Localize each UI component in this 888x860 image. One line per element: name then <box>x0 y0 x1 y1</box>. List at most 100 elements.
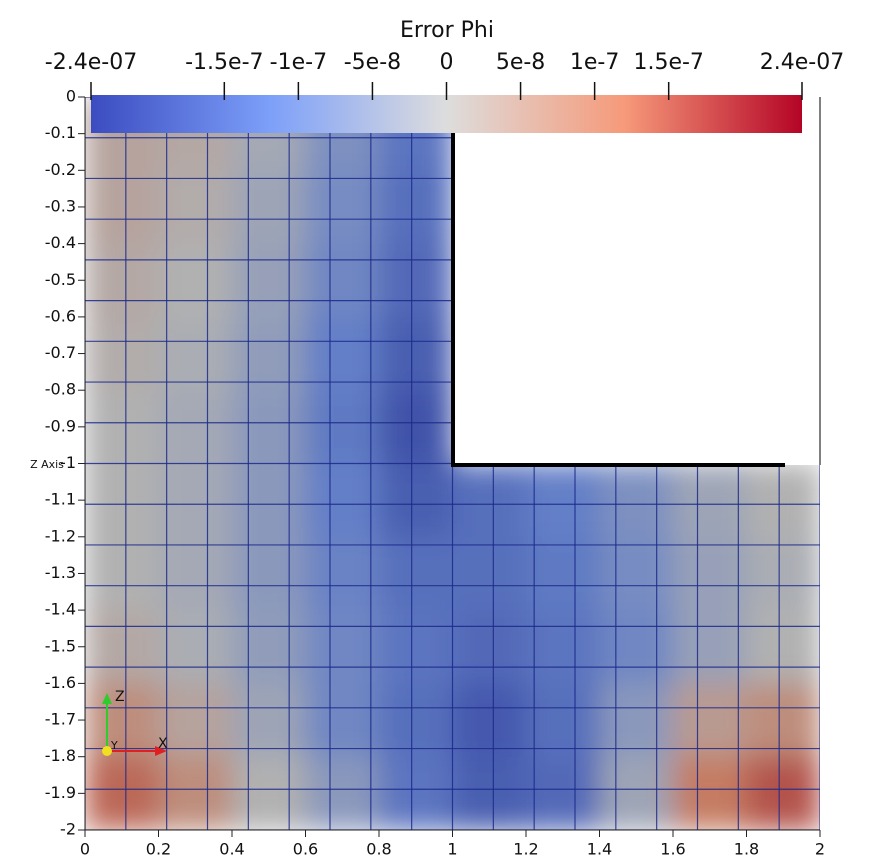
cell <box>379 536 453 611</box>
cell <box>452 756 527 830</box>
cell <box>305 390 380 464</box>
cell <box>85 756 159 830</box>
cell <box>85 536 159 611</box>
z-arrowhead <box>102 693 112 704</box>
colorbar-tick-label: 1e-7 <box>570 50 619 75</box>
cell <box>158 536 233 611</box>
cell <box>85 170 159 245</box>
cell <box>746 463 820 538</box>
cell <box>305 463 380 538</box>
cell <box>305 683 380 758</box>
cell <box>599 683 674 758</box>
y-tick-label: -1.5 <box>45 636 76 655</box>
colorbar-tick-label: 5e-8 <box>496 50 545 75</box>
x-arrowhead <box>155 746 167 756</box>
cell <box>232 243 306 318</box>
cell <box>85 243 159 318</box>
cell <box>232 756 306 830</box>
axes: Z Axis 0 -0.1 -0.2 -0.3 -0.4 -0.5 -0.6 -0.7 -0.8… <box>30 87 825 859</box>
cell <box>746 756 820 830</box>
cell <box>526 610 600 684</box>
cell <box>379 610 453 684</box>
cell <box>232 683 306 758</box>
cell <box>85 316 159 391</box>
x-tick-label: 0.8 <box>366 840 391 859</box>
y-axis-dot <box>102 746 112 756</box>
orientation-label: Y <box>110 739 118 752</box>
y-tick-label: -1.6 <box>45 673 76 692</box>
y-tick-label: -1.8 <box>45 746 76 765</box>
cell <box>746 610 820 684</box>
cell <box>85 463 159 538</box>
cell <box>452 683 527 758</box>
cell <box>158 390 233 464</box>
cell <box>673 536 747 611</box>
cell <box>232 316 306 391</box>
y-tick-label: -0.3 <box>45 196 76 215</box>
cell <box>232 463 306 538</box>
y-tick-label: -1.1 <box>45 490 76 509</box>
cell <box>526 463 600 538</box>
colorbar-ramp <box>91 95 802 133</box>
y-tick-label: -1.9 <box>45 783 76 802</box>
cell <box>158 170 233 245</box>
cell <box>599 756 674 830</box>
field <box>85 97 820 830</box>
y-tick-label: 0 <box>66 87 76 106</box>
colorbar-tick-label: 1.5e-7 <box>633 50 703 75</box>
colorbar-tick-label: 2.4e-07 <box>760 50 844 75</box>
cell <box>673 463 747 538</box>
cell <box>232 610 306 684</box>
cell <box>379 390 453 464</box>
y-tick-label: -0.2 <box>45 160 76 179</box>
y-tick-label: -0.9 <box>45 416 76 435</box>
cell <box>599 536 674 611</box>
cell <box>232 536 306 611</box>
x-tick-label: 1.8 <box>734 840 759 859</box>
colorbar-tick-label: -5e-8 <box>344 50 401 75</box>
colorbar-tick-label: -1.5e-7 <box>185 50 263 75</box>
y-tick-label: -0.5 <box>45 270 76 289</box>
colorbar-tick-label: 0 <box>440 50 454 75</box>
y-tick-label: -1.3 <box>45 563 76 582</box>
cell <box>158 463 233 538</box>
y-tick-label: -1 <box>60 453 76 472</box>
colorbar-title: Error Phi <box>400 18 494 43</box>
y-tick-label: -0.1 <box>45 123 76 142</box>
cell <box>158 756 233 830</box>
orientation-axes: Z Y X <box>102 689 168 756</box>
x-tick-label: 1.6 <box>660 840 685 859</box>
cell <box>673 610 747 684</box>
cell <box>232 390 306 464</box>
x-tick-label: 0.2 <box>146 840 171 859</box>
cell <box>379 463 453 538</box>
y-tick-label: -1.2 <box>45 526 76 545</box>
cell <box>85 683 159 758</box>
cell <box>379 316 453 391</box>
y-tick-label: -1.7 <box>45 710 76 729</box>
cell <box>232 170 306 245</box>
cell <box>305 536 380 611</box>
cell <box>746 536 820 611</box>
y-tick-label: -0.4 <box>45 233 76 252</box>
cell <box>379 243 453 318</box>
y-tick-label: -0.8 <box>45 380 76 399</box>
cell <box>305 756 380 830</box>
domain-edge <box>451 97 785 467</box>
x-tick-label: 1 <box>447 840 457 859</box>
cell <box>526 756 600 830</box>
cell <box>305 610 380 684</box>
cell <box>746 683 820 758</box>
cell <box>158 610 233 684</box>
y-tick-label: -0.6 <box>45 306 76 325</box>
cell <box>305 243 380 318</box>
y-tick-label: -0.7 <box>45 343 76 362</box>
cell <box>673 683 747 758</box>
cell <box>452 610 527 684</box>
cell <box>673 756 747 830</box>
x-tick-label: 0 <box>80 840 90 859</box>
colorbar-tick-label: -1e-7 <box>270 50 327 75</box>
cell <box>599 463 674 538</box>
cell <box>85 390 159 464</box>
